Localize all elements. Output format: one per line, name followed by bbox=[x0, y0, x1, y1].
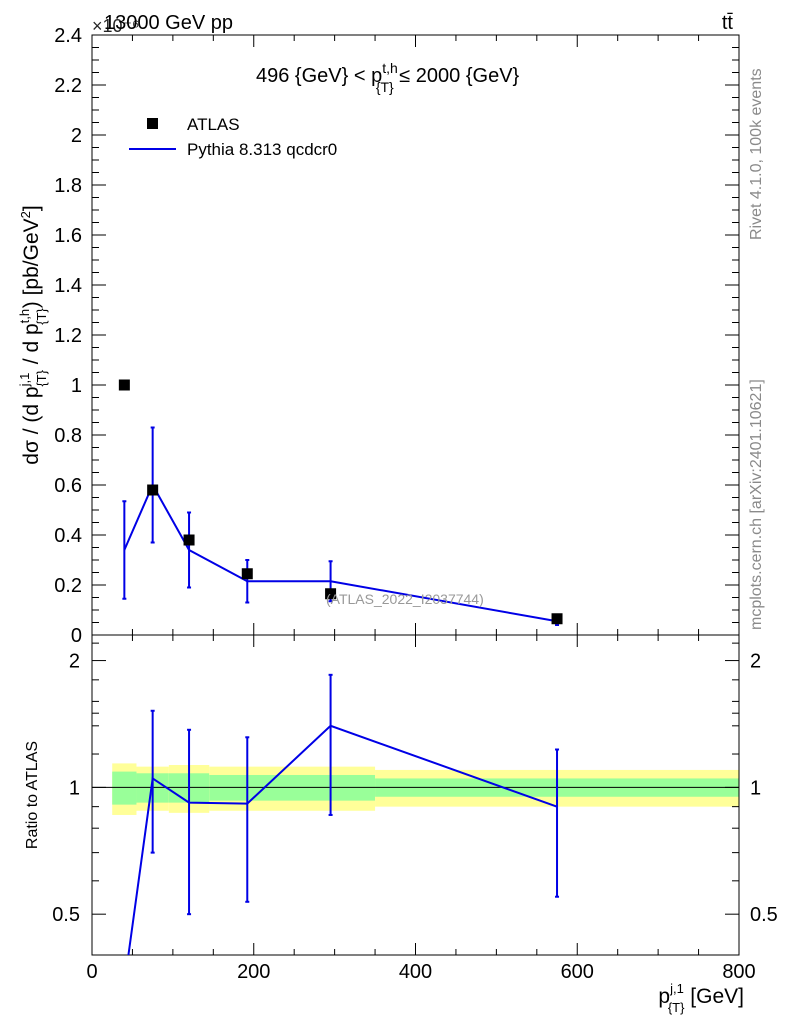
y-tick-label: 1.6 bbox=[54, 225, 82, 247]
y-tick-label: 2.4 bbox=[54, 25, 82, 47]
atlas-data-point bbox=[118, 379, 130, 391]
y-tick-label: 0.6 bbox=[54, 475, 82, 497]
legend-data-label: ATLAS bbox=[187, 115, 240, 134]
y-axis-label-main: dσ / (d pj,1 {T} / d pt,h {T}) [pb/GeV2] bbox=[17, 205, 49, 464]
x-tick-label: 800 bbox=[722, 961, 755, 983]
header-energy: 13000 GeV pp bbox=[104, 12, 233, 34]
y-tick-label: 1 bbox=[71, 375, 82, 397]
axis-tick-labels: 0 200 400 600 800 0 0.2 0.4 0.6 0.8 1 1.2 1.4 1.6 1.8 2… bbox=[52, 25, 778, 983]
y-tick-label: 0 bbox=[71, 625, 82, 647]
x-tick-label: 200 bbox=[237, 961, 270, 983]
ratio-tick-label-right: 1 bbox=[750, 777, 761, 799]
mc-line bbox=[123, 482, 558, 623]
y-tick-label: 0.2 bbox=[54, 575, 82, 597]
y-tick-label: 0.8 bbox=[54, 425, 82, 447]
mcplots-reference-text: mcplots.cern.ch [arXiv:2401.10621] bbox=[748, 379, 765, 630]
atlas-data-point bbox=[183, 534, 195, 546]
x-tick-label: 600 bbox=[561, 961, 594, 983]
atlas-data-point bbox=[325, 588, 337, 600]
atlas-data-point bbox=[551, 613, 563, 625]
ratio-tick-label-left: 1 bbox=[69, 777, 80, 799]
ratio-tick-label-right: 0.5 bbox=[750, 904, 778, 926]
ratio-tick-label-right: 2 bbox=[750, 651, 761, 673]
atlas-data-point bbox=[147, 484, 159, 496]
analysis-watermark: (ATLAS_2022_I2037744) bbox=[326, 591, 484, 607]
ratio-tick-label-left: 2 bbox=[69, 651, 80, 673]
legend-data-marker bbox=[147, 118, 158, 129]
header-process: tt̄ bbox=[722, 12, 734, 34]
x-axis-label: pj,1 {T} [GeV] bbox=[658, 981, 744, 1015]
x-tick-label: 400 bbox=[399, 961, 432, 983]
y-tick-label: 2 bbox=[71, 125, 82, 147]
y-multiplier: ×10⁻⁶ bbox=[92, 16, 139, 36]
ratio-mc-line bbox=[127, 724, 558, 955]
y-axis-label-ratio: Ratio to ATLAS bbox=[24, 741, 41, 849]
atlas-data-point bbox=[241, 568, 253, 580]
y-tick-label: 1.8 bbox=[54, 175, 82, 197]
cut-label: 496 {GeV} < pt,h {T} ≤ 2000 {GeV} bbox=[256, 60, 520, 95]
x-tick-label: 0 bbox=[86, 961, 97, 983]
ratio-tick-label-left: 0.5 bbox=[52, 904, 80, 926]
y-tick-label: 1.4 bbox=[54, 275, 82, 297]
y-tick-label: 2.2 bbox=[54, 75, 82, 97]
y-tick-label: 1.2 bbox=[54, 325, 82, 347]
ratio-uncertainty-bands bbox=[112, 763, 739, 815]
band-inner bbox=[112, 771, 137, 805]
legend-mc-label: Pythia 8.313 qcdcr0 bbox=[187, 140, 337, 159]
rivet-version-text: Rivet 4.1.0, 100k events bbox=[748, 68, 765, 240]
data-marks bbox=[118, 379, 563, 955]
y-tick-label: 0.4 bbox=[54, 525, 82, 547]
